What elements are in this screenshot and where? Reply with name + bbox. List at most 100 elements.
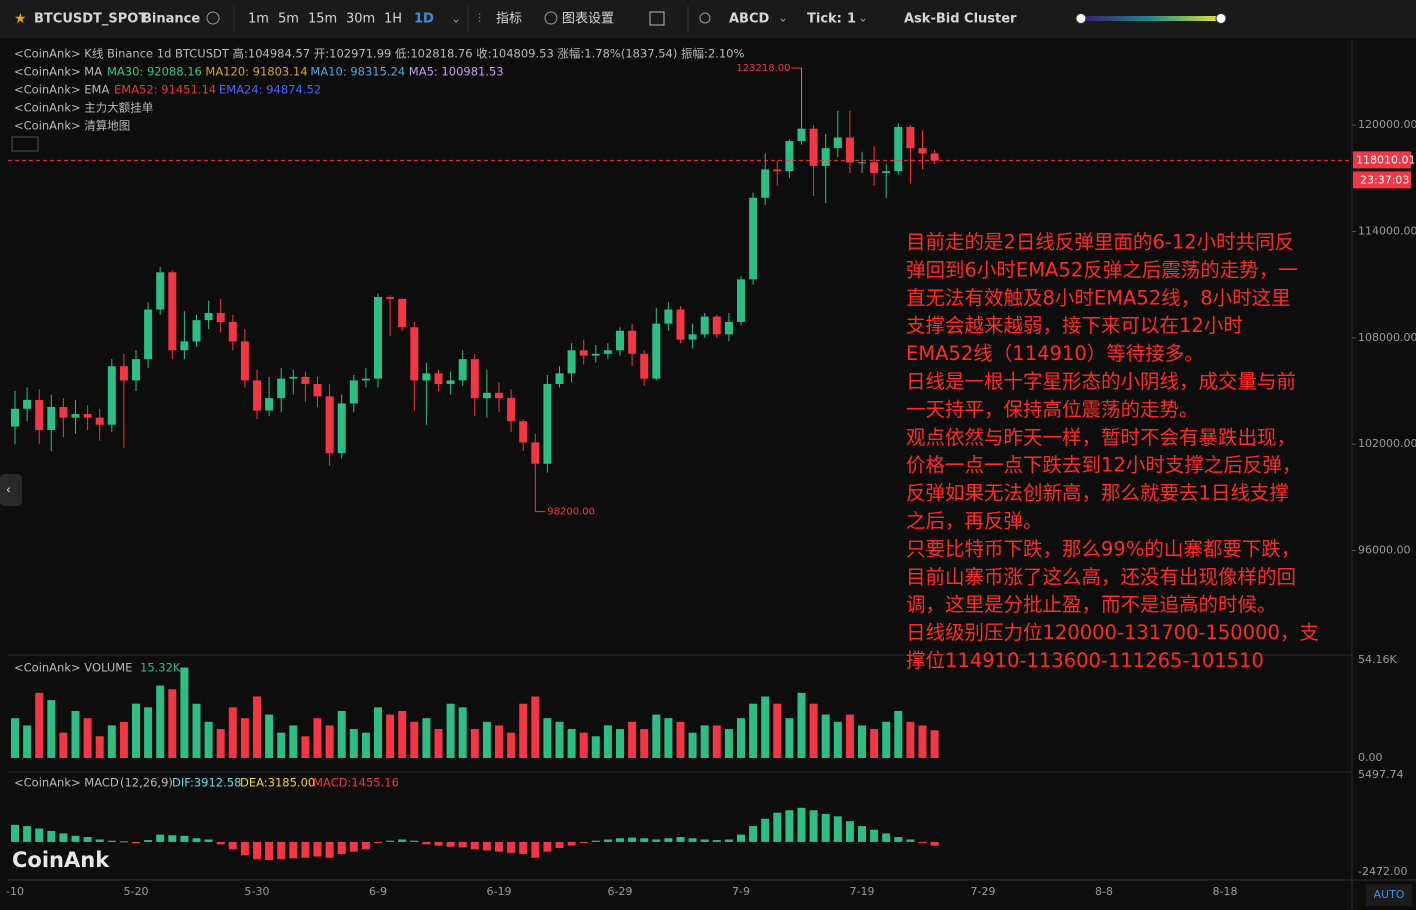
eye-icon[interactable]: [699, 12, 711, 24]
macd-bar: [543, 841, 552, 852]
candle-body: [894, 126, 903, 172]
interval-button[interactable]: 5m: [278, 12, 299, 27]
x-tick-label: 6-9: [369, 885, 387, 898]
interval-button[interactable]: 15m: [308, 12, 337, 27]
macd-dea: DEA:3185.00: [240, 776, 315, 790]
countdown-tag: [1353, 171, 1411, 189]
legend-item: MA10: 98315.24: [310, 65, 405, 79]
x-tick-label: 5-20: [124, 885, 149, 898]
symbol[interactable]: BTCUSDT_SPOT: [34, 12, 147, 27]
fullscreen-icon[interactable]: [649, 11, 665, 26]
annotation-line: 调，这里是分批止盈，而不是追高的时候。: [906, 593, 1277, 616]
interval-button[interactable]: 30m: [346, 12, 375, 27]
legend-item: EMA24: 94874.52: [219, 83, 321, 97]
x-tick-label: 8-8: [1095, 885, 1113, 898]
dropdown-icon[interactable]: ⌄: [451, 12, 461, 26]
settings-button[interactable]: 图表设置: [562, 12, 614, 27]
star-icon[interactable]: ★: [14, 11, 27, 27]
slider-handle[interactable]: [1215, 13, 1227, 24]
volume-bar: [240, 718, 249, 758]
search-icon[interactable]: [206, 11, 220, 25]
y-tick-label: 102000.00: [1358, 437, 1416, 450]
candle-body: [192, 320, 201, 342]
macd-bar: [470, 841, 479, 850]
volume-bar: [519, 703, 528, 758]
candle-body: [180, 341, 189, 351]
candle-body: [156, 272, 165, 310]
x-tick-label: 7-29: [971, 885, 996, 898]
dropdown-icon[interactable]: ⌄: [858, 11, 868, 25]
volume-bar: [495, 725, 503, 758]
volume-bar: [894, 710, 903, 758]
volume-bar: [507, 732, 516, 758]
candle-body: [119, 366, 128, 381]
candle-body: [59, 407, 68, 418]
macd-bar: [616, 838, 624, 842]
annotation-line: EMA52线（114910）等待接多。: [906, 342, 1204, 365]
volume-bar: [349, 729, 358, 758]
y-tick-label: 0.00: [1358, 751, 1383, 764]
volume-bar: [652, 714, 661, 758]
candle-body: [349, 380, 358, 404]
macd-bar: [519, 841, 528, 855]
dropdown-icon[interactable]: ⌄: [778, 11, 788, 25]
interval-button[interactable]: 1D: [414, 12, 434, 27]
scroll-left[interactable]: [0, 474, 22, 506]
macd-bar: [240, 841, 249, 856]
macd-bar: [833, 816, 842, 842]
collapse-button[interactable]: [11, 136, 39, 152]
candle-body: [628, 330, 637, 354]
volume-bar: [773, 703, 782, 758]
volume-bar: [265, 714, 274, 758]
slider-handle[interactable]: [1075, 13, 1087, 24]
macd-bar: [446, 841, 455, 847]
macd-bar: [664, 838, 673, 842]
heat-slider[interactable]: [1080, 16, 1222, 21]
candle-body: [71, 414, 80, 418]
candle-body: [773, 169, 782, 172]
volume-bar: [712, 725, 721, 758]
volume-bar: [23, 725, 32, 758]
macd-params: (12,26,9): [120, 776, 173, 790]
candle-body: [809, 128, 818, 166]
interval-button[interactable]: 1H: [384, 12, 402, 27]
volume-bar: [374, 707, 382, 758]
macd-bar: [531, 841, 540, 858]
annotation-line: 只要比特币下跌，那么99%的山寨都要下跌，: [906, 537, 1300, 560]
annotation-line: 目前走的是2日线反弹里面的6-12小时共同反: [906, 231, 1294, 254]
candle-body: [35, 399, 44, 431]
tick-value[interactable]: 1: [847, 12, 856, 27]
cluster-select[interactable]: Ask-Bid Cluster: [904, 12, 1017, 27]
candle-body: [640, 353, 649, 379]
macd-bar: [277, 841, 286, 859]
candle-body: [688, 334, 697, 340]
drawing-tool[interactable]: ABCD: [729, 12, 770, 27]
candle-body: [785, 141, 794, 172]
candle-body: [470, 359, 479, 399]
candle-body: [749, 197, 758, 280]
auto-button[interactable]: [1366, 884, 1412, 906]
macd-bar: [591, 840, 600, 842]
candle-body: [301, 376, 310, 384]
macd-bar: [458, 841, 467, 848]
x-tick-label: 6-19: [487, 885, 512, 898]
volume-bar: [422, 718, 431, 758]
macd-bar: [906, 839, 915, 842]
x-tick-label: 6-29: [608, 885, 633, 898]
volume-bar: [434, 729, 443, 758]
tick-label: Tick:: [807, 12, 842, 27]
exchange[interactable]: Binance: [142, 12, 200, 27]
indicator-icon[interactable]: ⫶: [478, 12, 481, 26]
indicators-button[interactable]: 指标: [496, 12, 522, 27]
volume-bar: [603, 725, 612, 758]
annotation-line: 撑位114910-113600-111265-101510: [906, 649, 1264, 672]
volume-bar: [664, 718, 673, 758]
interval-button[interactable]: 1m: [248, 12, 269, 27]
settings-icon[interactable]: [544, 11, 558, 25]
x-tick-label: 8-18: [1213, 885, 1238, 898]
macd-bar: [180, 835, 189, 842]
macd-bar: [325, 841, 334, 858]
chart: 120000.00 114000.00 108000.00 102000.00 9600…: [6, 63, 1416, 898]
